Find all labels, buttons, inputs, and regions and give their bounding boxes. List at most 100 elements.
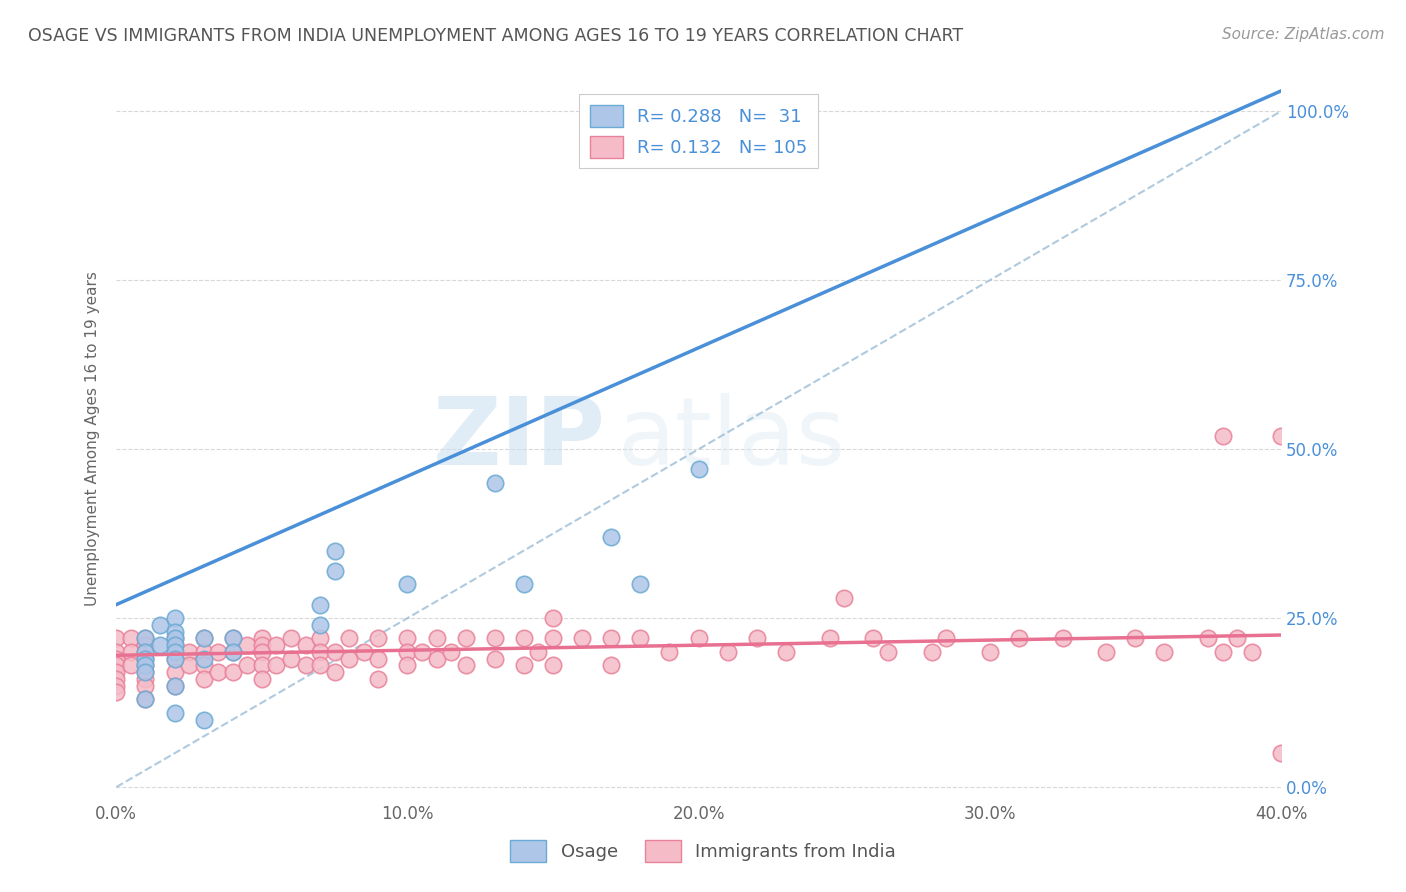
Point	[163, 624, 186, 639]
Point	[367, 632, 389, 646]
Point	[193, 645, 215, 659]
Point	[323, 665, 346, 680]
Point	[193, 651, 215, 665]
Point	[105, 685, 128, 699]
Point	[309, 645, 332, 659]
Point	[163, 665, 186, 680]
Point	[527, 645, 550, 659]
Point	[105, 645, 128, 659]
Point	[1270, 428, 1292, 442]
Point	[294, 638, 316, 652]
Point	[105, 632, 128, 646]
Point	[979, 645, 1001, 659]
Point	[134, 638, 156, 652]
Point	[396, 658, 419, 673]
Point	[134, 651, 156, 665]
Point	[193, 632, 215, 646]
Legend: R= 0.288   N=  31, R= 0.132   N= 105: R= 0.288 N= 31, R= 0.132 N= 105	[579, 94, 818, 169]
Point	[600, 530, 623, 544]
Point	[163, 651, 186, 665]
Point	[337, 651, 360, 665]
Point	[484, 651, 506, 665]
Point	[935, 632, 957, 646]
Point	[250, 638, 273, 652]
Point	[1095, 645, 1118, 659]
Point	[688, 632, 710, 646]
Point	[367, 672, 389, 686]
Point	[818, 632, 841, 646]
Point	[658, 645, 681, 659]
Point	[193, 658, 215, 673]
Point	[193, 672, 215, 686]
Point	[163, 632, 186, 646]
Point	[280, 651, 302, 665]
Point	[134, 632, 156, 646]
Point	[876, 645, 898, 659]
Point	[250, 645, 273, 659]
Point	[484, 475, 506, 490]
Point	[134, 679, 156, 693]
Point	[337, 632, 360, 646]
Point	[1270, 747, 1292, 761]
Point	[600, 658, 623, 673]
Point	[1212, 645, 1234, 659]
Point	[396, 632, 419, 646]
Legend: Osage, Immigrants from India: Osage, Immigrants from India	[503, 833, 903, 870]
Point	[149, 618, 172, 632]
Point	[1153, 645, 1175, 659]
Point	[250, 632, 273, 646]
Point	[745, 632, 768, 646]
Point	[177, 658, 200, 673]
Text: OSAGE VS IMMIGRANTS FROM INDIA UNEMPLOYMENT AMONG AGES 16 TO 19 YEARS CORRELATIO: OSAGE VS IMMIGRANTS FROM INDIA UNEMPLOYM…	[28, 27, 963, 45]
Point	[294, 658, 316, 673]
Point	[105, 651, 128, 665]
Point	[1197, 632, 1219, 646]
Point	[600, 632, 623, 646]
Point	[163, 706, 186, 720]
Point	[120, 658, 142, 673]
Point	[134, 645, 156, 659]
Point	[134, 651, 156, 665]
Point	[149, 638, 172, 652]
Point	[1008, 632, 1031, 646]
Point	[163, 638, 186, 652]
Point	[222, 665, 245, 680]
Point	[396, 577, 419, 591]
Point	[309, 658, 332, 673]
Point	[628, 632, 651, 646]
Point	[309, 618, 332, 632]
Point	[323, 543, 346, 558]
Point	[266, 658, 288, 673]
Point	[163, 611, 186, 625]
Point	[541, 632, 564, 646]
Point	[1212, 428, 1234, 442]
Point	[222, 645, 245, 659]
Point	[236, 658, 259, 673]
Point	[193, 632, 215, 646]
Point	[323, 645, 346, 659]
Point	[628, 577, 651, 591]
Point	[193, 713, 215, 727]
Point	[309, 598, 332, 612]
Point	[134, 658, 156, 673]
Point	[1226, 632, 1249, 646]
Point	[105, 665, 128, 680]
Point	[134, 672, 156, 686]
Point	[222, 632, 245, 646]
Point	[484, 632, 506, 646]
Point	[280, 632, 302, 646]
Point	[1125, 632, 1147, 646]
Point	[513, 658, 536, 673]
Y-axis label: Unemployment Among Ages 16 to 19 years: Unemployment Among Ages 16 to 19 years	[86, 271, 100, 607]
Point	[832, 591, 855, 605]
Point	[454, 632, 477, 646]
Point	[541, 658, 564, 673]
Point	[236, 638, 259, 652]
Point	[134, 645, 156, 659]
Point	[309, 632, 332, 646]
Point	[163, 679, 186, 693]
Point	[513, 632, 536, 646]
Point	[163, 645, 186, 659]
Point	[513, 577, 536, 591]
Point	[1052, 632, 1074, 646]
